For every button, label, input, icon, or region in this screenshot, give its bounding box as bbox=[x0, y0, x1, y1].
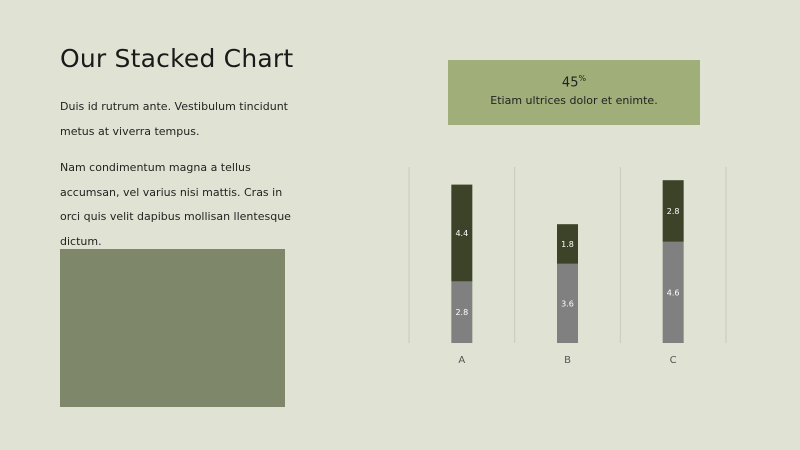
category-label-c: C bbox=[670, 355, 677, 366]
bar-segment-a-1 bbox=[451, 281, 473, 343]
body-paragraph: Nam condimentum magna a tellus accumsan,… bbox=[60, 161, 291, 248]
stat-caption: Etiam ultrices dolor et enimte. bbox=[490, 94, 658, 107]
stat-value: 45% bbox=[448, 74, 700, 90]
stat-unit: % bbox=[578, 74, 587, 83]
bar-segment-b-1 bbox=[557, 263, 578, 343]
stat-callout-box: 45% Etiam ultrices dolor et enimte. bbox=[448, 60, 700, 125]
stat-number: 45 bbox=[561, 75, 579, 91]
category-label-a: A bbox=[458, 355, 465, 366]
intro-paragraph: Duis id rutrum ante. Vestibulum tincidun… bbox=[60, 100, 288, 138]
data-label-b-1: 3.6 bbox=[561, 299, 574, 308]
data-label-a-1: 2.8 bbox=[455, 308, 468, 317]
bar-segment-c-1 bbox=[662, 241, 684, 343]
slide-title: Our Stacked Chart bbox=[60, 44, 294, 73]
bar-segment-a-2 bbox=[451, 184, 473, 282]
data-label-c-2: 2.8 bbox=[667, 207, 680, 216]
bar-segment-c-2 bbox=[662, 180, 684, 242]
data-label-a-2: 4.4 bbox=[455, 229, 468, 238]
data-label-b-2: 1.8 bbox=[561, 240, 574, 249]
bar-segment-b-2 bbox=[557, 224, 578, 264]
category-label-b: B bbox=[564, 355, 571, 366]
image-placeholder bbox=[60, 249, 285, 407]
data-label-c-1: 4.6 bbox=[667, 288, 680, 297]
